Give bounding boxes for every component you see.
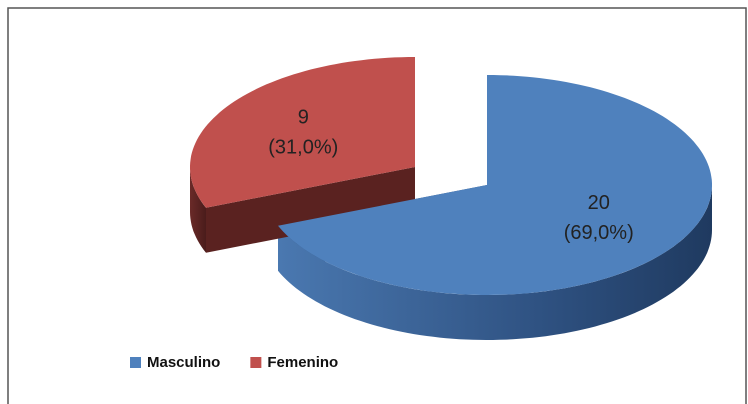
data-label: 9 (298, 106, 309, 128)
legend-label: Femenino (267, 354, 338, 371)
legend-swatch (250, 357, 262, 368)
legend-swatch (130, 357, 141, 368)
slice (190, 57, 415, 208)
percent-label: (31,0%) (268, 136, 338, 158)
slice (278, 75, 712, 295)
chart-frame (7, 7, 747, 404)
slice-wall (278, 185, 712, 340)
slice-wall (190, 167, 206, 253)
data-label: 20 (588, 192, 610, 214)
legend-label: Masculino (147, 354, 220, 371)
slice-side (206, 167, 415, 253)
percent-label: (69,0%) (564, 222, 634, 244)
